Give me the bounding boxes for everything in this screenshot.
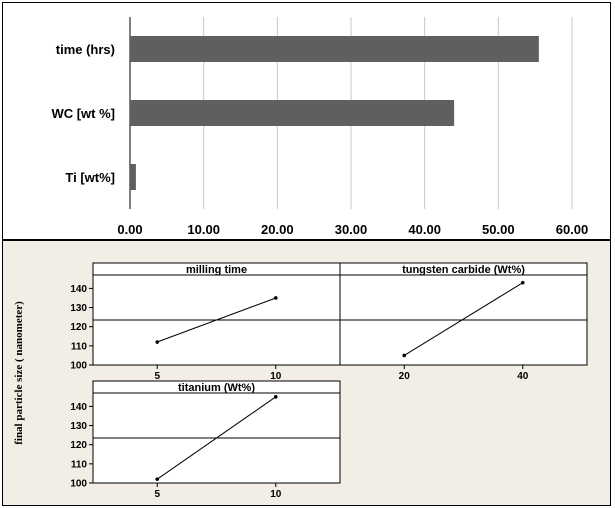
y-tick-label: 130 bbox=[70, 303, 87, 314]
effect-line bbox=[403, 282, 524, 356]
x-tick-label: 30.00 bbox=[335, 222, 368, 237]
facet-title: titanium (Wt%) bbox=[178, 382, 255, 394]
y-tick-label: 110 bbox=[71, 341, 88, 352]
effect-line bbox=[157, 297, 276, 343]
y-axis-title: final particle size ( nanometer) bbox=[13, 301, 25, 445]
y-tick-label: 140 bbox=[70, 284, 87, 295]
facet-panel bbox=[92, 380, 341, 484]
x-tick-label: 20.00 bbox=[261, 222, 294, 237]
bar-chart: 0.00 10.00 20.00 30.00 40.00 50.00 60.00 time (… bbox=[51, 17, 589, 237]
data-point bbox=[273, 296, 278, 300]
y-tick-label: 120 bbox=[70, 322, 87, 333]
data-point bbox=[155, 477, 160, 481]
y-tick-label: 100 bbox=[70, 361, 87, 372]
y-tick-label: 130 bbox=[70, 421, 87, 432]
main-effects-panel: milling time 5 10 100 110 120 130 140 tungsten c… bbox=[2, 240, 611, 506]
y-tick-label: 120 bbox=[70, 440, 87, 451]
effect-line bbox=[156, 396, 277, 480]
x-tick-label: 10 bbox=[270, 371, 282, 382]
category-label: time (hrs) bbox=[56, 42, 115, 57]
facet-title: tungsten carbide (Wt%) bbox=[402, 264, 525, 276]
x-tick-label: 40 bbox=[517, 371, 529, 382]
facet-panel bbox=[92, 262, 341, 366]
bar bbox=[130, 100, 455, 126]
data-point bbox=[402, 353, 407, 358]
main-effects-plot: milling time 5 10 100 110 120 130 140 tungsten c… bbox=[13, 262, 588, 500]
y-tick-label: 140 bbox=[70, 402, 87, 413]
bar bbox=[130, 164, 136, 190]
bar bbox=[130, 36, 539, 62]
category-label: WC [wt %] bbox=[51, 106, 115, 121]
data-point bbox=[273, 395, 278, 399]
x-tick-label: 60.00 bbox=[556, 222, 589, 237]
x-tick-label: 50.00 bbox=[482, 222, 515, 237]
x-tick-label: 10 bbox=[270, 489, 282, 500]
x-tick-label: 10.00 bbox=[187, 222, 220, 237]
x-tick-label: 0.00 bbox=[117, 222, 142, 237]
x-tick-label: 20 bbox=[399, 371, 411, 382]
x-tick-label: 5 bbox=[154, 489, 160, 500]
y-tick-label: 100 bbox=[70, 479, 87, 490]
x-tick-label: 5 bbox=[154, 371, 160, 382]
bar-chart-panel: 0.00 10.00 20.00 30.00 40.00 50.00 60.00 time (… bbox=[2, 2, 611, 240]
x-tick-label: 40.00 bbox=[408, 222, 441, 237]
facet-panel bbox=[339, 262, 588, 366]
category-label: Ti [wt%] bbox=[65, 170, 115, 185]
data-point bbox=[520, 280, 525, 285]
data-point bbox=[155, 340, 160, 344]
y-tick-label: 110 bbox=[71, 459, 88, 470]
facet-title: milling time bbox=[186, 264, 247, 276]
